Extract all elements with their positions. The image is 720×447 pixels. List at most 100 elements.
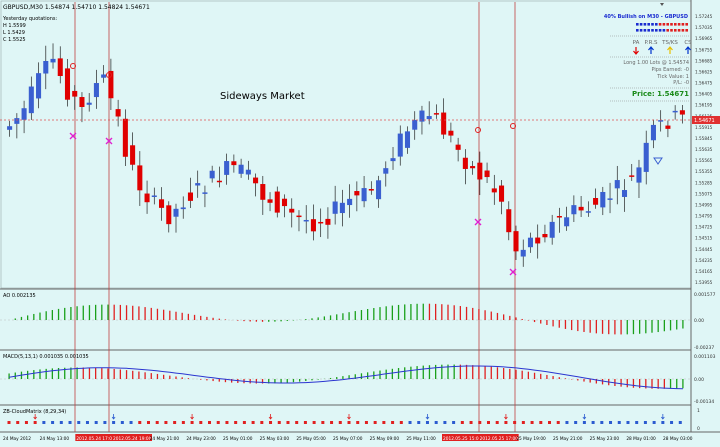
price-tick-label: 1.55075 — [695, 191, 713, 196]
ao-axis-zero: 0.00 — [694, 318, 704, 324]
signal-square — [647, 23, 650, 26]
cloud-dot — [260, 421, 264, 424]
open-circle-icon — [475, 127, 481, 133]
time-tick-label: 25 May 21:00 — [553, 436, 583, 442]
col-cs: CS — [684, 40, 692, 46]
cloud-dot — [120, 421, 124, 424]
candle-body — [209, 170, 215, 179]
signal-square — [651, 29, 654, 32]
time-tick-label: 2012.05.24 17:00 — [76, 436, 115, 442]
candle-body — [455, 144, 461, 150]
signal-square — [658, 29, 662, 32]
cloud-dot — [617, 421, 621, 424]
cloud-arrow-icon — [582, 414, 587, 420]
cloud-dot — [85, 421, 89, 424]
candle-body — [281, 198, 288, 207]
signal-square — [655, 23, 658, 26]
cloud-dot — [661, 421, 665, 424]
candle-body — [448, 130, 454, 136]
cloud-dot — [643, 421, 647, 424]
cloud-axis-0: 0 — [697, 426, 700, 432]
signal-square — [685, 29, 688, 32]
candle-body — [79, 97, 85, 108]
time-tick-label: 24 May 21:00 — [150, 436, 180, 442]
yesterday-title: Yesterday quotations: — [2, 16, 57, 22]
candle-body — [390, 158, 396, 162]
price-tick-label: 1.57035 — [695, 25, 713, 30]
candle-body — [166, 205, 172, 225]
time-tick-label: 25 May 11:00 — [406, 436, 436, 442]
candle-body — [274, 191, 280, 213]
candle-body — [593, 198, 599, 205]
symbol-line: GBPUSD,M30 1.54874 1.54710 1.54824 1.546… — [3, 4, 150, 11]
candle-body — [137, 165, 143, 191]
up-arrow-icon — [685, 46, 691, 54]
up-arrow-icon — [648, 46, 654, 54]
candle-body — [535, 237, 541, 244]
cloud-dot — [591, 421, 595, 424]
signal-square — [636, 23, 639, 26]
price-tick-label: 1.54795 — [695, 214, 713, 219]
price-tick-label: 1.55845 — [695, 136, 713, 141]
signal-square — [662, 29, 666, 32]
candle-body — [144, 193, 150, 203]
bullish-title: 40% Bullish on M30 - GBPUSD — [604, 14, 688, 20]
cloud-dot — [652, 421, 656, 424]
candle-body — [672, 110, 678, 113]
candle-body — [93, 83, 99, 98]
cloud-dot — [146, 421, 150, 424]
time-tick-label: 24 May 2012 — [3, 436, 31, 442]
time-axis: 24 May 2012 24 May 13:00 2012.05.24 17:002… — [3, 434, 693, 442]
candle-body — [650, 124, 656, 141]
candle-body — [643, 142, 649, 172]
signal-square — [662, 23, 666, 26]
cloud-axis-1: 1 — [697, 408, 700, 414]
cloud-dot — [521, 421, 525, 424]
cloud-matrix-dots — [7, 414, 682, 424]
candle-body — [231, 161, 237, 166]
cloud-dot — [59, 421, 63, 424]
candle-body — [404, 131, 411, 148]
signal-square — [681, 23, 685, 26]
candle-body — [108, 70, 114, 99]
col-prs: P.R.S — [644, 40, 658, 46]
down-arrow-icon — [633, 47, 639, 55]
macd-axis-bottom: -0.00134 — [694, 399, 714, 405]
price-tick-label: 1.55285 — [695, 180, 713, 185]
lots-line: Long 1.00 Lots @ 1.54574 — [623, 60, 689, 66]
signal-square — [685, 23, 688, 26]
cloud-dot — [373, 421, 377, 424]
candle-body — [253, 177, 259, 184]
cloud-dot — [277, 421, 281, 424]
time-tick-label: 2012.05.24 19:00 — [113, 436, 152, 442]
candle-body — [180, 207, 186, 210]
current-price-tag-text: 1.54671 — [694, 118, 715, 124]
candle-body — [151, 195, 157, 197]
cloud-dot — [391, 421, 395, 424]
panel-collapse-icon[interactable] — [660, 3, 664, 6]
time-tick-label: 28 May 01:00 — [626, 436, 656, 442]
cloud-dot — [251, 421, 255, 424]
col-tsks: TS/KS — [661, 40, 678, 46]
time-tick-label: 24 May 23:00 — [186, 436, 216, 442]
price-tick-label: 1.55565 — [695, 158, 713, 163]
candle-body — [433, 113, 439, 115]
signal-square — [643, 29, 647, 32]
candle-body — [527, 237, 533, 248]
cloud-dot — [190, 421, 194, 424]
cross-marker-icon — [474, 218, 482, 226]
cloud-dot — [434, 421, 438, 424]
cloud-arrow-icon — [190, 414, 194, 420]
candle-body — [339, 202, 345, 214]
cloud-dot — [242, 421, 246, 424]
cross-marker-icon — [69, 132, 77, 140]
candle-body — [679, 110, 685, 115]
cloud-dot — [129, 421, 133, 424]
candle-body — [173, 208, 179, 217]
signal-markers — [69, 63, 663, 276]
signal-square — [670, 29, 673, 32]
cloud-dot — [7, 421, 11, 424]
macd-histogram — [8, 364, 684, 389]
